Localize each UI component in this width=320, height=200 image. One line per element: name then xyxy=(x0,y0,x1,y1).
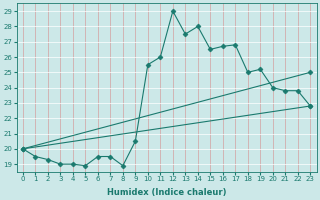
X-axis label: Humidex (Indice chaleur): Humidex (Indice chaleur) xyxy=(107,188,226,197)
